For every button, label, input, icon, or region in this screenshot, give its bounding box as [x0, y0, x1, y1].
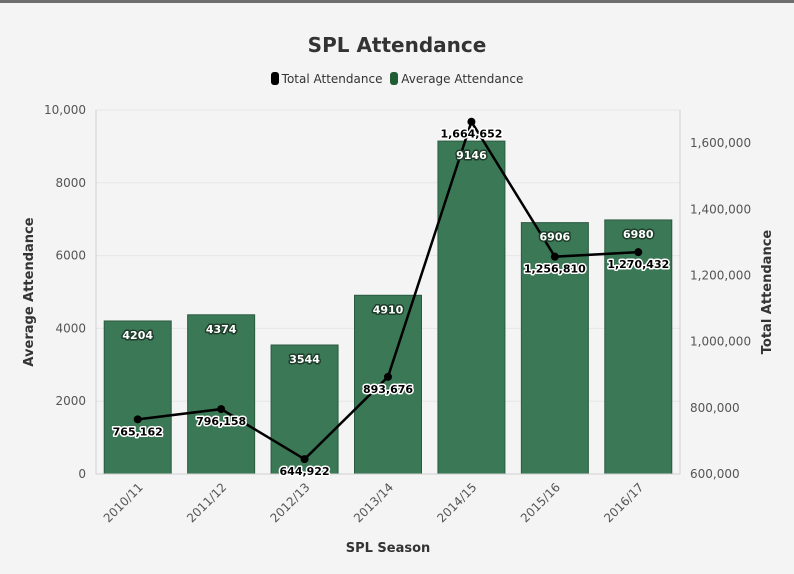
- line-value-label: 796,158: [196, 415, 246, 428]
- legend: Total Attendance Average Attendance: [0, 72, 794, 86]
- y-right-tick-label: 1,200,000: [690, 268, 751, 282]
- bar: [520, 222, 589, 475]
- x-tick-label: 2012/13: [268, 480, 313, 525]
- x-axis-title: SPL Season: [346, 541, 431, 556]
- chart-title: SPL Attendance: [308, 33, 487, 57]
- legend-swatch-average: [390, 72, 399, 85]
- bar: [354, 294, 422, 475]
- y-axis-left-title: Average Attendance: [22, 217, 37, 366]
- y-right-tick-label: 1,600,000: [690, 136, 751, 150]
- bar: [270, 344, 339, 475]
- line-point: [384, 372, 392, 381]
- y-right-tick-label: 600,000: [690, 467, 740, 481]
- bar: [103, 320, 172, 475]
- legend-item-total[interactable]: Total Attendance: [270, 72, 383, 86]
- bar: [604, 219, 673, 475]
- line-value-label: 644,922: [280, 465, 330, 478]
- bar-value-label: 4910: [373, 303, 404, 316]
- legend-swatch-total: [270, 72, 279, 85]
- bar: [187, 314, 256, 475]
- legend-label-average: Average Attendance: [401, 72, 524, 86]
- x-tick-label: 2014/15: [434, 480, 479, 525]
- y-right-tick-label: 1,400,000: [690, 202, 751, 216]
- bar-value-label: 9146: [456, 149, 487, 162]
- line-point: [217, 405, 226, 414]
- bar-value-label: 6906: [540, 231, 571, 244]
- line-point: [133, 415, 142, 424]
- bar-value-label: 4374: [206, 323, 237, 336]
- data-labels: 4204 4374 3544 4910 9146 6906 6980 765,162 796,1…: [111, 126, 671, 479]
- line-series: [133, 117, 643, 464]
- line-value-label: 765,162: [113, 425, 163, 438]
- top-border: [0, 0, 794, 3]
- line-value-label: 1,664,652: [440, 128, 502, 141]
- bar-value-label: 3544: [289, 353, 320, 366]
- y-right-tick-label: 800,000: [690, 401, 740, 415]
- y-left-tick-label: 2000: [55, 394, 86, 408]
- bar-value-label: 6980: [623, 228, 654, 241]
- bar-value-label: 4204: [122, 329, 153, 342]
- y-left-tick-label: 0: [78, 467, 86, 481]
- y-axis-right-title: Total Attendance: [760, 230, 775, 355]
- x-tick-label: 2011/12: [184, 480, 229, 525]
- y-left-tick-label: 10,000: [44, 103, 86, 117]
- line-value-label: 1,256,810: [524, 263, 586, 276]
- line-point: [300, 455, 309, 464]
- y-left-tick-label: 6000: [55, 249, 86, 263]
- line-point: [634, 248, 643, 257]
- y-left-tick-label: 8000: [55, 176, 86, 190]
- line-point: [467, 117, 476, 126]
- bar-series: [103, 140, 673, 475]
- line-point: [550, 252, 559, 261]
- line-value-label: 1,270,432: [607, 258, 669, 271]
- x-tick-label: 2013/14: [351, 480, 396, 525]
- y-left-tick-label: 4000: [55, 321, 86, 335]
- y-right-tick-label: 1,000,000: [690, 335, 751, 349]
- legend-label-total: Total Attendance: [281, 72, 383, 86]
- legend-item-average[interactable]: Average Attendance: [390, 72, 523, 86]
- x-tick-label: 2015/16: [518, 480, 563, 525]
- line-value-label: 893,676: [363, 383, 413, 396]
- bar: [437, 140, 506, 475]
- x-tick-label: 2016/17: [601, 480, 646, 525]
- x-tick-label: 2010/11: [101, 480, 146, 525]
